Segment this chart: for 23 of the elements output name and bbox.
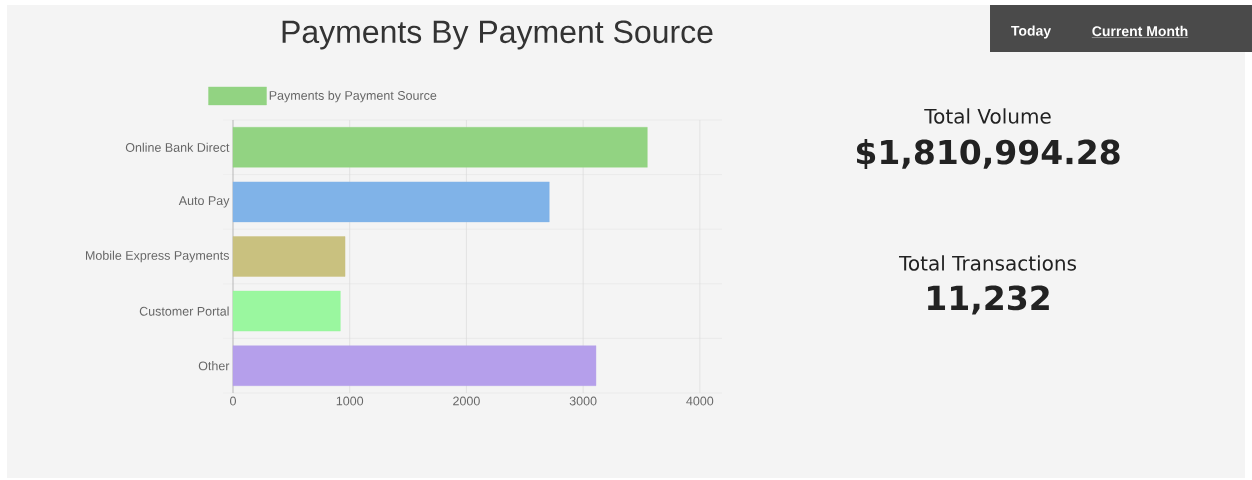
bar: [232, 181, 550, 223]
bar: [232, 345, 597, 386]
y-tick-label: Other: [198, 361, 230, 371]
chart-title: Payments By Payment Source: [282, 20, 713, 50]
text: Today: [1011, 25, 1052, 39]
x-tick-label: 3000: [569, 396, 597, 406]
legend-label: Payments by Payment Source: [269, 90, 437, 103]
text: $1,810,994.28: [856, 139, 1120, 169]
y-tick-label: Mobile Express Payments: [85, 250, 229, 263]
y-tick-label: Customer Portal: [139, 306, 229, 316]
text: Current Month: [1092, 25, 1188, 37]
text: Total Transactions: [899, 255, 1077, 271]
text: 11,232: [928, 285, 1049, 315]
x-tick-label: 0: [230, 396, 236, 406]
bar: [232, 290, 341, 332]
x-tick-label: 1000: [336, 396, 364, 406]
bar: [232, 127, 648, 168]
x-tick-label: 2000: [453, 396, 480, 406]
text: Total Volume: [924, 108, 1051, 124]
x-tick-label: 4000: [686, 396, 714, 406]
y-tick-label: Online Bank Direct: [125, 142, 230, 152]
bar: [232, 236, 346, 277]
y-tick-label: Auto Pay: [178, 196, 230, 208]
